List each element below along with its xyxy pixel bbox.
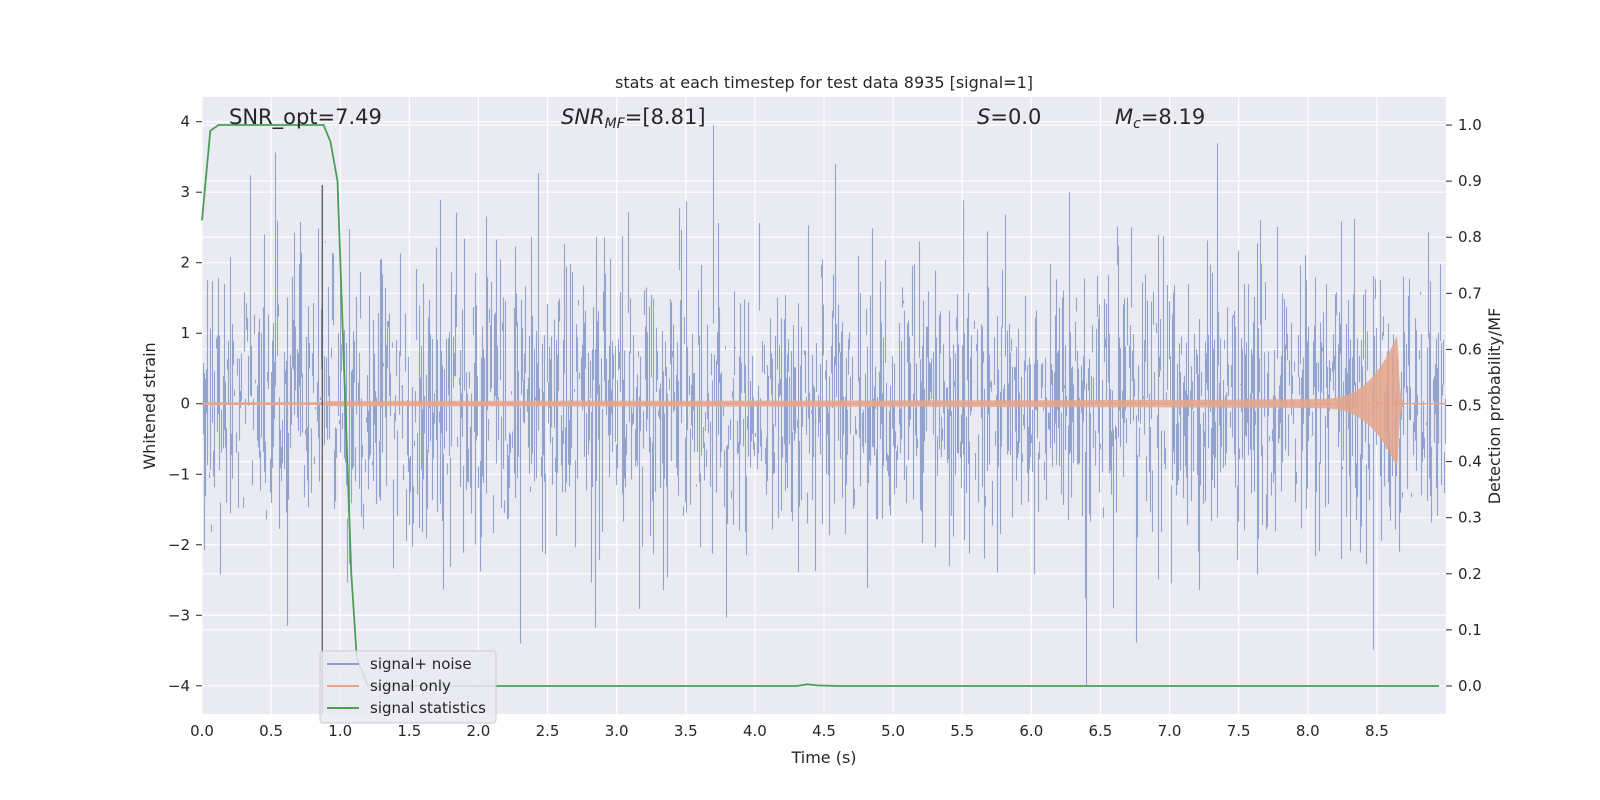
x-axis-label: Time (s) bbox=[790, 748, 856, 767]
x-tick-label: 4.5 bbox=[812, 722, 836, 740]
y2-tick-label: 1.0 bbox=[1458, 116, 1482, 134]
y-tick-label: 0 bbox=[180, 395, 190, 413]
x-tick-label: 0.5 bbox=[259, 722, 283, 740]
annotation-mc: Mc=8.19 bbox=[1115, 105, 1205, 132]
y2-tick-label: 0.8 bbox=[1458, 228, 1482, 246]
y2-tick-label: 0.5 bbox=[1458, 397, 1482, 415]
legend-box bbox=[319, 650, 497, 724]
y-tick-label: 4 bbox=[180, 113, 190, 131]
y2-tick-label: 0.6 bbox=[1458, 340, 1482, 358]
x-tick-label: 2.0 bbox=[467, 722, 491, 740]
y2-tick-label: 0.9 bbox=[1458, 172, 1482, 190]
annotation-s-symbol: S bbox=[977, 105, 990, 129]
annotation-mc-subscript: c bbox=[1133, 116, 1141, 132]
annotation-snr-mf: SNRMF=[8.81] bbox=[561, 105, 706, 132]
x-tick-label: 1.5 bbox=[397, 722, 421, 740]
x-tick-label: 2.5 bbox=[536, 722, 560, 740]
annotation-mc-symbol: M bbox=[1115, 105, 1133, 129]
annotation-snr-opt-text: SNR_opt=7.49 bbox=[229, 105, 382, 130]
legend-label-signal-noise: signal+ noise bbox=[370, 655, 472, 673]
y2-tick-label: 0.1 bbox=[1458, 621, 1482, 639]
annotation-mc-value: =8.19 bbox=[1141, 105, 1205, 129]
series-signal-only bbox=[202, 335, 1446, 467]
y-tick-label: −2 bbox=[168, 536, 190, 554]
x-tick-label: 6.0 bbox=[1019, 722, 1043, 740]
series-signal-noise bbox=[202, 125, 1447, 686]
y-tick-label: 2 bbox=[180, 254, 190, 272]
series-signal-statistics bbox=[201, 124, 1440, 687]
legend-label-signal-statistics: signal statistics bbox=[370, 699, 486, 717]
legend-label-signal-only: signal only bbox=[370, 677, 451, 695]
x-tick-label: 0.0 bbox=[190, 722, 214, 740]
chart-title: stats at each timestep for test data 893… bbox=[615, 73, 1033, 92]
x-tick-label: 6.5 bbox=[1089, 722, 1113, 740]
y-tick-label: 3 bbox=[180, 183, 190, 201]
x-tick-label: 7.5 bbox=[1227, 722, 1251, 740]
y-tick-label: −4 bbox=[168, 677, 190, 695]
x-tick-label: 5.0 bbox=[881, 722, 905, 740]
x-tick-label: 4.0 bbox=[743, 722, 767, 740]
x-tick-label: 3.0 bbox=[605, 722, 629, 740]
y2-tick-label: 0.7 bbox=[1458, 284, 1482, 302]
y2-axis-label: Detection probability/MF bbox=[1485, 308, 1504, 505]
y-axis-label: Whitened strain bbox=[140, 342, 159, 469]
y-tick-label: −1 bbox=[168, 465, 190, 483]
annotation-snr-mf-symbol: SNR bbox=[561, 105, 605, 129]
y2-tick-label: 0.4 bbox=[1458, 453, 1482, 471]
annotation-snr-mf-subscript: MF bbox=[605, 116, 626, 132]
y2-tick-label: 0.3 bbox=[1458, 509, 1482, 527]
legend: signal+ noise signal only signal statist… bbox=[319, 650, 497, 724]
x-tick-label: 1.0 bbox=[328, 722, 352, 740]
annotation-s-value: =0.0 bbox=[990, 105, 1041, 129]
x-tick-label: 8.0 bbox=[1296, 722, 1320, 740]
y-tick-label: 1 bbox=[180, 324, 190, 342]
y2-tick-label: 0.2 bbox=[1458, 565, 1482, 583]
x-tick-label: 8.5 bbox=[1365, 722, 1389, 740]
x-tick-label: 3.5 bbox=[674, 722, 698, 740]
y-tick-label: −3 bbox=[168, 606, 190, 624]
x-tick-label: 5.5 bbox=[950, 722, 974, 740]
annotation-snr-mf-value: =[8.81] bbox=[625, 105, 706, 129]
ticks-layer: 0.0 0.5 1.0 1.5 2.0 2.5 3.0 3.5 4.0 4.5 5.0 5.5 6.0 6… bbox=[168, 113, 1482, 740]
annotation-s: S=0.0 bbox=[977, 105, 1041, 129]
x-tick-label: 7.0 bbox=[1158, 722, 1182, 740]
y2-tick-label: 0.0 bbox=[1458, 677, 1482, 695]
annotation-snr-opt: SNR_opt=7.49 bbox=[229, 105, 382, 130]
series-layer bbox=[201, 124, 1447, 714]
